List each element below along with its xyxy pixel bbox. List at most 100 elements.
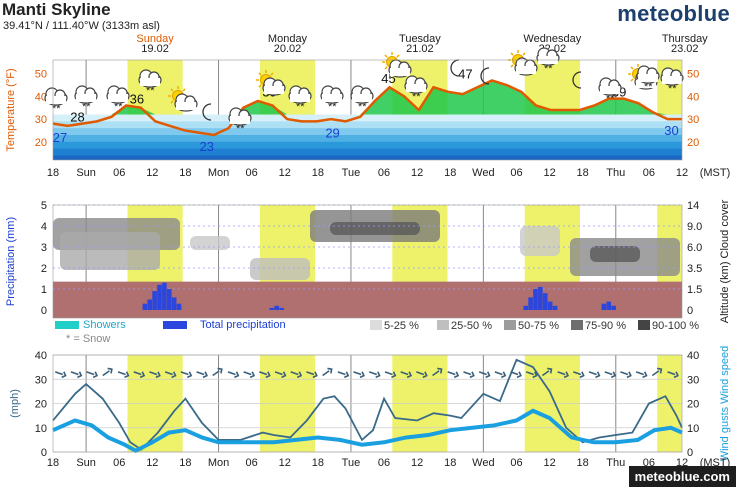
time-axis-tick: 06 [246,167,258,179]
cloud-icon [174,93,198,112]
altitude-axis-label: Altitude (km) Cloud cover [719,199,731,323]
wind-direction-arrow [384,371,397,379]
wind-direction-arrow [463,371,475,379]
time-axis-tick: Sun [76,167,96,179]
snow-icon: ** [544,63,553,75]
day-date-label: 21.02 [406,43,434,55]
time-axis-tick: 12 [543,457,555,469]
snow-icon: ** [146,85,155,97]
precipitation-bar [528,297,533,310]
altitude-below-region [53,281,682,318]
wind-axis-tick: 20 [35,399,47,411]
time-axis-tick: 06 [113,167,125,179]
time-axis-tick: 06 [510,167,522,179]
time-axis-tick: Sun [76,457,96,469]
cloud-legend-label: 50-75 % [518,320,559,332]
wind-axis-tick: 10 [687,423,699,435]
precipitation-bar [152,291,157,310]
total-precipitation-legend-label: Total precipitation [200,319,286,331]
temperature-label: 47 [458,66,472,81]
precipitation-bar [157,284,162,310]
cloud-cover-blob [590,246,640,262]
wind-direction-arrow [353,371,365,379]
temperature-axis-label: Temperature (°F) [5,68,17,151]
wind-direction-arrow [620,371,632,379]
temperature-axis-tick: 40 [35,91,47,103]
precipitation-bar [523,305,529,310]
altitude-axis-tick: 9.0 [687,221,702,233]
wind-direction-arrow [447,371,460,379]
snow-icon: ** [644,81,653,93]
temperature-label: 28 [70,110,84,125]
temperature-label: 27 [53,130,67,145]
temperature-label: 29 [325,125,339,140]
altitude-axis-tick: 3.5 [687,263,702,275]
wind-direction-arrow [368,371,381,379]
wind-axis-tick: 40 [687,350,699,362]
time-axis-tick: Tue [342,167,361,179]
wind-direction-arrow [651,367,663,377]
wind-axis-tick: 0 [41,447,47,459]
precipitation-bar [176,303,182,310]
cloud-cover-blob [330,222,420,235]
wind-direction-arrow [322,367,333,377]
precipitation-bar [147,299,153,310]
time-axis-tick: 12 [146,167,158,179]
day-name-label: Thursday [662,33,708,45]
time-axis-tick: Thu [606,167,625,179]
cloud-legend-swatch [437,320,449,330]
cloud-legend-label: 25-50 % [451,320,492,332]
wind-direction-arrow [212,367,223,377]
precipitation-bar [606,301,612,310]
wind-axis-tick: 10 [35,423,47,435]
cloud-legend-swatch [504,320,516,330]
precipitation-axis-tick: 5 [41,200,47,212]
time-axis-tick: 18 [47,167,59,179]
time-axis-tick: 12 [279,457,291,469]
wind-direction-arrow [604,371,617,379]
wind-direction-arrow [259,371,271,379]
wind-axis-tick: 0 [687,447,693,459]
precipitation-bar [269,307,275,310]
wind-axis-tick: 30 [687,374,699,386]
time-axis-tick: 06 [246,457,258,469]
temperature-axis-tick: 50 [687,69,699,81]
snow-icon: ** [114,101,123,113]
cloud-icon [320,85,344,104]
location-coordinates: 39.41°N / 111.40°W (3133m asl) [3,20,160,32]
temperature-band [53,155,682,160]
snow-icon: ** [236,123,245,135]
moon-icon [480,67,490,85]
wind-speed-line [52,408,683,454]
precipitation-bar [142,303,148,310]
wind-direction-arrow [274,371,287,379]
temperature-axis-tick: 30 [687,114,699,126]
snow-icon: ** [328,101,337,113]
precipitation-axis-tick: 1 [41,284,47,296]
cloud-icon [262,77,286,96]
wind-axis-tick: 40 [35,350,47,362]
snow-icon: ** [412,91,421,103]
time-axis-tick: 18 [312,457,324,469]
day-date-label: 19.02 [141,43,169,55]
temperature-axis-tick: 20 [35,137,47,149]
day-name-label: Tuesday [399,33,441,45]
moon-icon [572,71,582,89]
cloud-icon [598,77,622,96]
wind-direction-arrow [400,371,413,379]
temperature-axis-tick: 30 [35,114,47,126]
cloud-icon [44,87,68,106]
precipitation-axis-tick: 2 [41,263,47,275]
wind-direction-arrow [432,367,443,377]
panel-frame [52,204,683,319]
time-unit-label: (MST) [700,167,731,179]
brand-logo: meteoblue [617,1,730,26]
snow-icon: ** [668,83,677,95]
wind-direction-arrow [117,371,130,379]
temperature-label: 36 [130,91,144,106]
snow-legend-label: * = Snow [66,333,110,345]
cloud-legend-label: 75-90 % [585,320,626,332]
time-axis-tick: 18 [47,457,59,469]
wind-direction-arrow [290,371,303,379]
wind-axis-label: (mph) [9,389,21,418]
